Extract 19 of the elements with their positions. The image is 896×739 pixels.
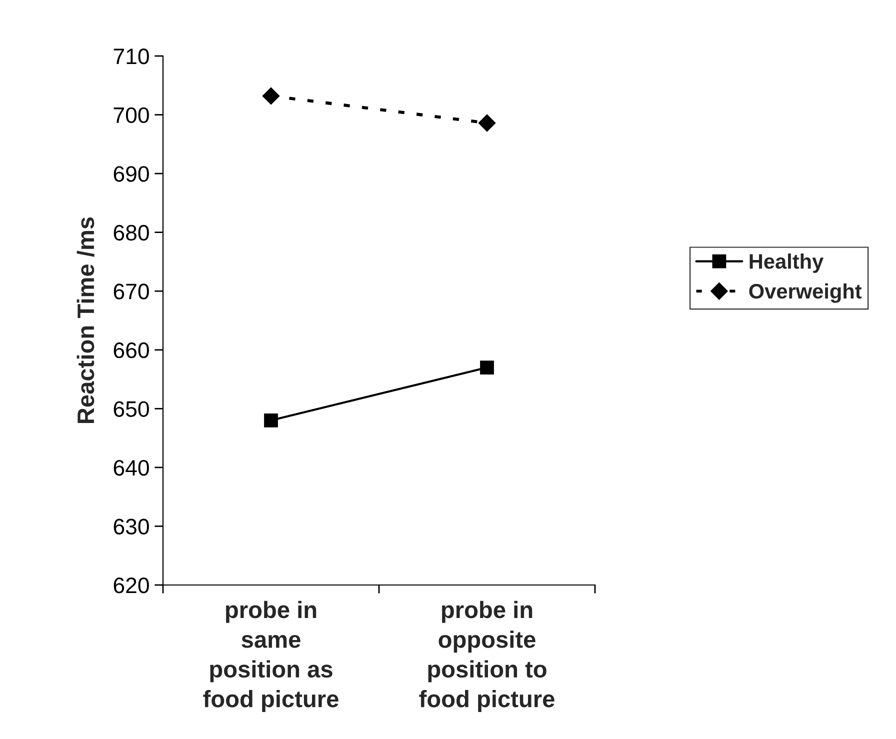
y-tick-label: 710 (114, 48, 149, 64)
x-tick-label: probe in same position as food picture (203, 600, 338, 712)
y-tick-label: 630 (114, 518, 149, 534)
y-tick-label: 690 (114, 166, 149, 182)
point (262, 87, 280, 105)
point (264, 413, 278, 428)
y-tick-label: 620 (114, 578, 149, 594)
legend-label: Healthy (750, 254, 824, 273)
y-axis-title: Reaction Time /ms (76, 217, 94, 424)
y-tick-label: 680 (114, 224, 149, 241)
y-tick-label: 660 (114, 342, 149, 358)
x-tick-label: probe in opposite position to food picture (419, 600, 554, 712)
y-tick-label: 700 (114, 107, 149, 124)
y-tick-label: 670 (114, 284, 149, 300)
point (478, 114, 496, 132)
legend-label: Overweight (749, 283, 862, 303)
y-tick-label: 640 (114, 460, 149, 476)
y-tick-label: 650 (114, 401, 149, 417)
point (480, 360, 494, 374)
